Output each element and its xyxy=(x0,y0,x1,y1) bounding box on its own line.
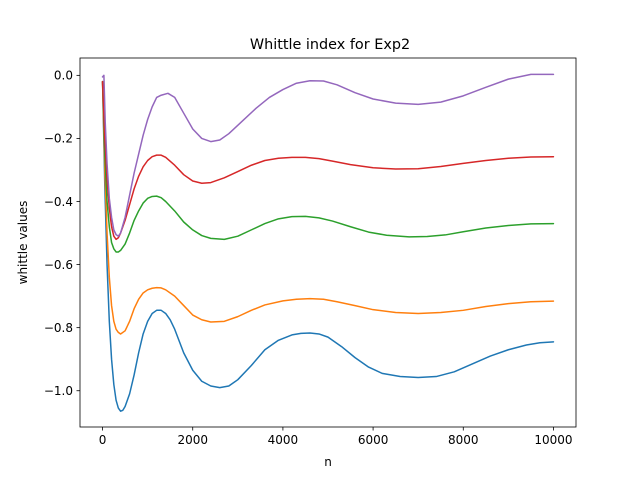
chart-title: Whittle index for Exp2 xyxy=(250,37,410,53)
y-axis: 0.0 −0.2 −0.4 −0.6 −0.8 −1.0 xyxy=(44,69,80,398)
series-line-5 xyxy=(101,73,555,237)
y-tick-label: −0.2 xyxy=(44,132,73,146)
y-axis-label: whittle values xyxy=(16,201,30,285)
y-tick-label: −0.6 xyxy=(44,258,73,272)
y-tick-label: −0.4 xyxy=(44,195,73,209)
x-tick-label: 10000 xyxy=(534,433,572,447)
x-tick-label: 0 xyxy=(99,433,107,447)
x-axis: 0 2000 4000 6000 8000 10000 xyxy=(99,427,573,447)
y-tick-label: −1.0 xyxy=(44,384,73,398)
x-tick-label: 8000 xyxy=(448,433,479,447)
plot-frame xyxy=(79,57,577,428)
x-tick-label: 2000 xyxy=(177,433,208,447)
series-line-1 xyxy=(101,80,555,412)
x-tick-label: 6000 xyxy=(358,433,389,447)
series-line-4 xyxy=(101,80,555,241)
y-tick-label: −0.8 xyxy=(44,321,73,335)
series-line-3 xyxy=(101,80,555,253)
x-tick-label: 4000 xyxy=(268,433,299,447)
x-axis-label: n xyxy=(324,455,332,469)
y-tick-label: 0.0 xyxy=(54,69,73,83)
series-line-2 xyxy=(101,80,555,335)
series-layer xyxy=(101,73,555,412)
